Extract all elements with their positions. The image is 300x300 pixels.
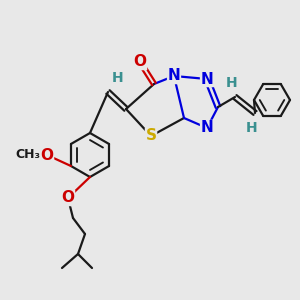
Text: N: N (168, 68, 180, 83)
Text: S: S (146, 128, 157, 143)
Text: O: O (61, 190, 74, 206)
Text: O: O (40, 148, 53, 163)
Text: N: N (201, 71, 213, 86)
Text: H: H (246, 121, 258, 135)
Text: H: H (226, 76, 238, 90)
Text: H: H (112, 71, 124, 85)
Text: N: N (201, 121, 213, 136)
Text: O: O (134, 55, 146, 70)
Text: CH₃: CH₃ (16, 148, 41, 161)
